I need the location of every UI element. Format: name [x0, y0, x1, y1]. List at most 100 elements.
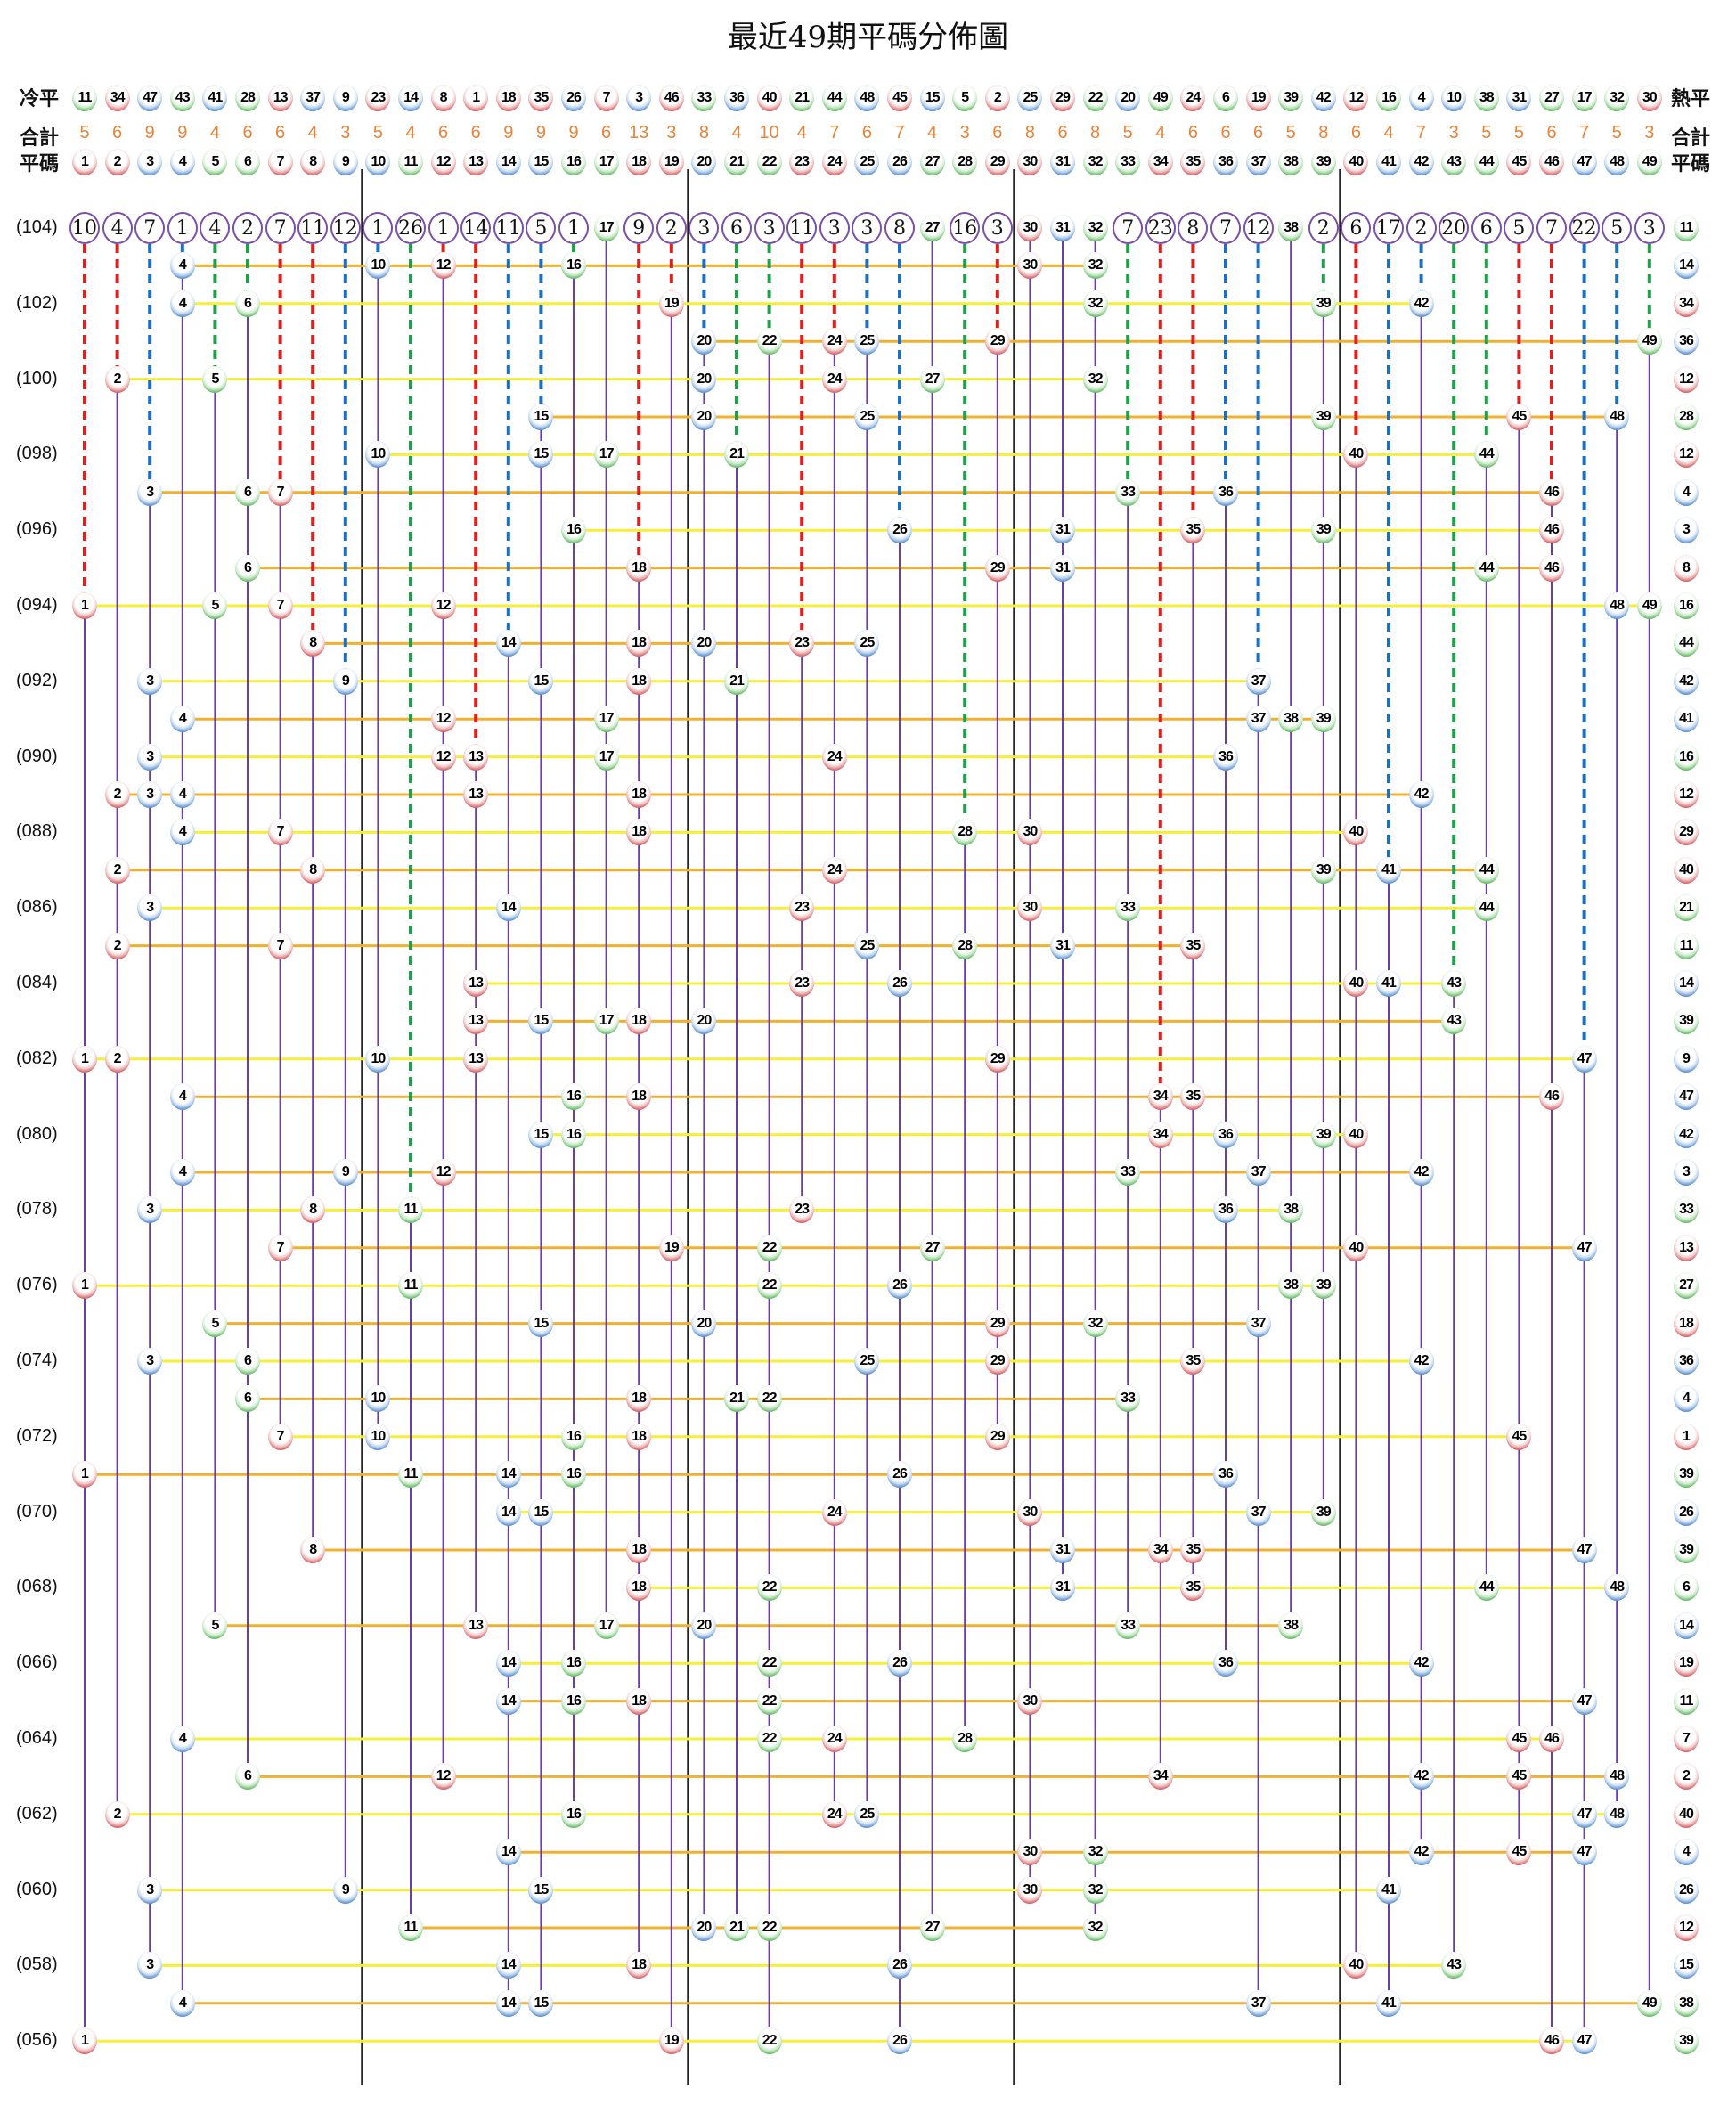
- draw-ball: 29: [984, 1045, 1010, 1073]
- draw-ball: 43: [1441, 1952, 1467, 1979]
- cold-ball: 1: [463, 85, 489, 111]
- draw-ball: 20: [691, 1310, 717, 1337]
- draw-ball: 9: [332, 1159, 358, 1186]
- draw-ball: 16: [561, 1650, 586, 1677]
- draw-ball: 38: [1278, 706, 1304, 733]
- draw-ball: 34: [1147, 1537, 1173, 1563]
- draw-ball: 26: [887, 517, 912, 544]
- total-count: 6: [112, 123, 123, 143]
- draw-ball: 16: [561, 1687, 586, 1715]
- cold-ball: 17: [1571, 85, 1597, 111]
- draw-ball: 30: [1017, 1876, 1043, 1904]
- draw-ball: 35: [1180, 1348, 1206, 1375]
- draw-ball: 36: [1213, 743, 1238, 771]
- draw-ball: 6: [235, 478, 260, 506]
- special-ball: 15: [1674, 1952, 1699, 1979]
- draw-ball: 25: [854, 932, 880, 959]
- draw-ball: 37: [1245, 706, 1271, 733]
- number-header-ball: 16: [561, 149, 586, 175]
- number-header-ball: 8: [300, 149, 326, 175]
- cold-ball: 16: [1376, 85, 1401, 111]
- number-header-ball: 22: [756, 149, 782, 175]
- draw-ball: 4: [169, 706, 195, 733]
- period-label: (076): [16, 1275, 58, 1295]
- special-ball: 21: [1674, 894, 1699, 922]
- draw-ball: 2: [104, 856, 130, 884]
- draw-ball: 32: [1082, 1839, 1108, 1866]
- total-count: 7: [829, 123, 840, 143]
- period-label: (096): [16, 519, 58, 540]
- period-label: (062): [16, 1803, 58, 1824]
- draw-ball: 31: [1050, 1574, 1075, 1602]
- draw-ball: 27: [919, 1914, 945, 1941]
- omission-count: 10: [69, 212, 100, 244]
- cold-ball: 12: [1343, 85, 1369, 111]
- draw-ball: 47: [1571, 1800, 1597, 1828]
- draw-ball: 45: [1506, 404, 1532, 430]
- draw-ball: 26: [887, 1650, 912, 1677]
- cold-ball: 33: [691, 85, 717, 111]
- cold-ball: 42: [1310, 85, 1336, 111]
- cold-ball: 10: [1441, 85, 1467, 111]
- total-count: 5: [1611, 123, 1622, 143]
- draw-ball: 39: [1310, 1272, 1336, 1300]
- draw-ball: 16: [561, 517, 586, 544]
- draw-ball: 16: [561, 1423, 586, 1450]
- omission-count: 3: [754, 212, 785, 244]
- total-count: 6: [1220, 123, 1231, 143]
- draw-ball: 20: [691, 1008, 717, 1035]
- draw-ball: 39: [1310, 290, 1336, 317]
- total-count: 6: [861, 123, 872, 143]
- draw-ball: 2: [104, 781, 130, 808]
- special-ball: 27: [1674, 1272, 1699, 1300]
- total-count: 8: [1024, 123, 1035, 143]
- cold-ball: 30: [1636, 85, 1662, 111]
- draw-ball: 3: [137, 1196, 163, 1224]
- total-count: 9: [535, 123, 546, 143]
- omission-count: 7: [1113, 212, 1144, 244]
- draw-ball: 36: [1213, 1121, 1238, 1148]
- omission-count: 8: [1178, 212, 1209, 244]
- draw-ball: 39: [1310, 404, 1336, 430]
- total-count: 4: [1383, 123, 1394, 143]
- draw-ball: 44: [1473, 894, 1499, 922]
- draw-ball: 3: [137, 1952, 163, 1979]
- special-ball: 14: [1674, 1611, 1699, 1639]
- draw-ball: 10: [365, 1385, 391, 1413]
- draw-ball: 44: [1473, 856, 1499, 884]
- total-count: 6: [992, 123, 1003, 143]
- draw-ball: 13: [463, 1045, 489, 1073]
- draw-ball: 14: [495, 1650, 521, 1677]
- special-ball: 41: [1674, 706, 1699, 733]
- special-ball: 42: [1674, 1121, 1699, 1148]
- draw-ball: 26: [887, 2027, 912, 2055]
- special-ball: 16: [1674, 743, 1699, 771]
- period-label: (072): [16, 1425, 58, 1446]
- draw-ball: 1: [72, 592, 97, 619]
- omission-count: 14: [460, 212, 492, 244]
- draw-ball: 3: [137, 667, 163, 695]
- draw-ball: 4: [169, 781, 195, 808]
- draw-ball: 36: [1213, 1650, 1238, 1677]
- period-label: (098): [16, 444, 58, 464]
- special-ball: 6: [1674, 1574, 1699, 1602]
- period-label: (066): [16, 1652, 58, 1673]
- draw-ball: 45: [1506, 1423, 1532, 1450]
- draw-ball: 40: [1343, 819, 1369, 846]
- draw-ball: 7: [267, 932, 293, 959]
- draw-ball: 17: [593, 1611, 619, 1639]
- total-count: 13: [629, 123, 649, 143]
- draw-ball: 1: [72, 2027, 97, 2055]
- period-label: (088): [16, 821, 58, 842]
- total-count: 4: [731, 123, 742, 143]
- draw-ball: 16: [561, 1083, 586, 1111]
- draw-ball: 40: [1343, 1234, 1369, 1261]
- special-ball: 33: [1674, 1196, 1699, 1224]
- draw-ball: 13: [463, 970, 489, 997]
- draw-ball: 31: [1050, 517, 1075, 544]
- draw-ball: 21: [724, 1914, 749, 1941]
- draw-ball: 39: [1310, 517, 1336, 544]
- draw-ball: 18: [626, 1385, 652, 1413]
- draw-ball: 44: [1473, 1574, 1499, 1602]
- draw-ball: 18: [626, 1952, 652, 1979]
